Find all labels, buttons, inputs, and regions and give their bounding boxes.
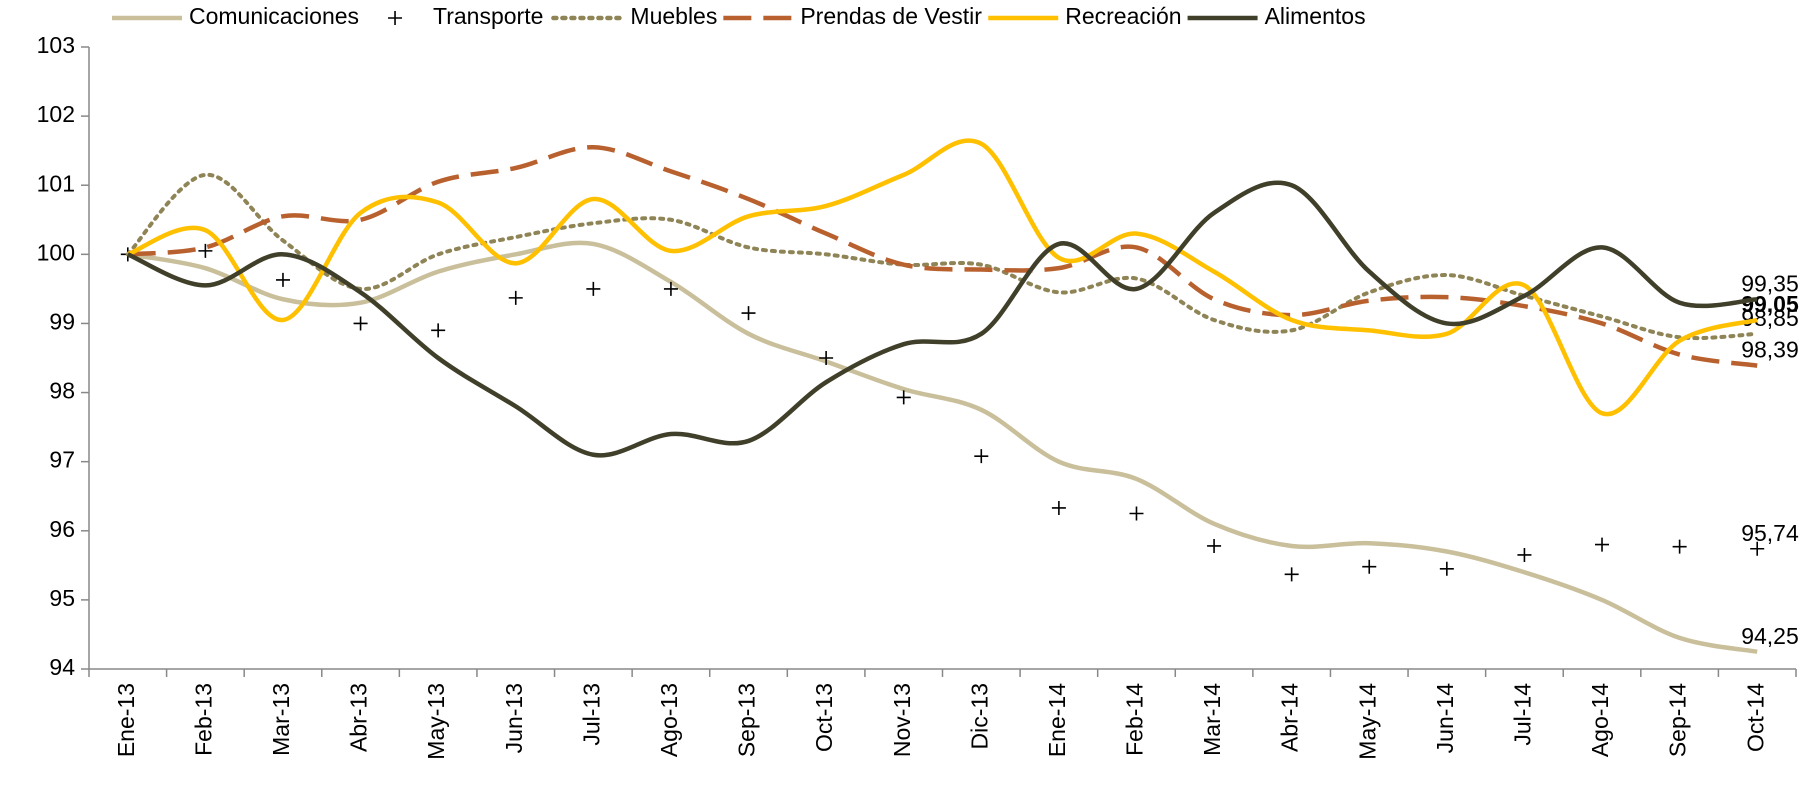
point-marker — [1750, 541, 1765, 556]
point-marker — [1362, 559, 1377, 574]
legend-label: Transporte — [433, 3, 543, 29]
point-marker — [819, 351, 834, 365]
value-label: 99,35 — [1741, 270, 1799, 296]
point-marker — [741, 306, 756, 321]
y-tick-label: 95 — [49, 585, 75, 611]
x-tick-label: Oct-14 — [1742, 683, 1768, 752]
y-tick-label: 101 — [37, 170, 75, 196]
point-marker — [1672, 539, 1687, 554]
series-line — [126, 138, 1758, 417]
y-tick-label: 99 — [49, 309, 75, 335]
series-line — [127, 144, 1758, 368]
x-tick-label: Jul-13 — [578, 683, 604, 746]
x-tick-label: May-13 — [423, 683, 449, 760]
x-tick-label: Jun-13 — [501, 683, 527, 753]
point-marker — [1284, 567, 1299, 582]
legend-item: Prendas de Vestir — [723, 3, 982, 29]
y-tick-label: 100 — [37, 239, 75, 265]
x-tick-label: Ene-13 — [113, 683, 139, 757]
x-tick-label: Mar-14 — [1199, 683, 1225, 756]
point-marker — [431, 323, 446, 338]
x-tick-label: Sep-14 — [1665, 683, 1691, 757]
value-label: 95,74 — [1741, 520, 1799, 546]
x-tick-label: Feb-13 — [190, 683, 216, 756]
y-tick-label: 97 — [49, 447, 75, 473]
point-marker — [198, 243, 213, 258]
x-tick-label: Abr-14 — [1277, 683, 1303, 752]
legend-label: Muebles — [630, 3, 717, 29]
legend-marker — [388, 11, 403, 25]
point-marker — [1051, 500, 1066, 515]
y-tick-label: 103 — [37, 32, 75, 58]
x-tick-label: Mar-13 — [268, 683, 294, 756]
x-tick-label: Jul-14 — [1510, 683, 1536, 746]
y-tick-label: 96 — [49, 516, 75, 542]
series-line — [127, 240, 1758, 654]
point-marker — [1207, 538, 1222, 553]
y-tick-label: 102 — [37, 101, 75, 127]
y-tick-label: 94 — [49, 654, 75, 680]
legend-item: Transporte — [388, 3, 543, 29]
x-tick-label: Sep-13 — [734, 683, 760, 757]
x-tick-label: Abr-13 — [346, 683, 372, 752]
point-marker — [1517, 547, 1532, 562]
x-tick-label: Ene-14 — [1044, 683, 1070, 757]
x-tick-label: Jun-14 — [1432, 683, 1458, 754]
series-line — [125, 172, 1760, 341]
value-label: 99,05 — [1741, 291, 1799, 317]
point-marker — [663, 281, 678, 296]
legend-item: Comunicaciones — [112, 3, 359, 29]
point-marker — [1129, 506, 1144, 521]
point-marker — [1595, 537, 1610, 552]
point-marker — [896, 390, 911, 405]
x-tick-label: Oct-13 — [811, 683, 837, 752]
x-tick-label: Feb-14 — [1122, 683, 1148, 756]
series-line — [126, 180, 1758, 458]
point-marker — [353, 316, 368, 331]
legend-label: Prendas de Vestir — [800, 3, 982, 29]
y-tick-label: 98 — [49, 378, 75, 404]
x-tick-label: May-14 — [1354, 683, 1380, 760]
point-marker — [1439, 561, 1454, 576]
legend-item: Muebles — [551, 3, 717, 29]
point-marker — [586, 281, 601, 296]
x-tick-label: Nov-13 — [889, 683, 915, 757]
point-marker — [974, 449, 989, 464]
legend-item: Alimentos — [1187, 3, 1366, 29]
legend-label: Recreación — [1065, 3, 1181, 29]
value-label: 98,85 — [1741, 305, 1799, 331]
value-label: 94,25 — [1741, 623, 1799, 649]
value-label: 98,39 — [1741, 337, 1799, 363]
point-marker — [275, 272, 290, 287]
legend-item: Recreación — [988, 3, 1182, 29]
x-tick-label: Dic-13 — [966, 683, 992, 749]
x-tick-label: Ago-13 — [656, 683, 682, 757]
legend-label: Alimentos — [1265, 3, 1366, 29]
x-tick-label: Ago-14 — [1587, 683, 1613, 757]
legend-label: Comunicaciones — [189, 3, 359, 29]
point-marker — [508, 290, 523, 305]
